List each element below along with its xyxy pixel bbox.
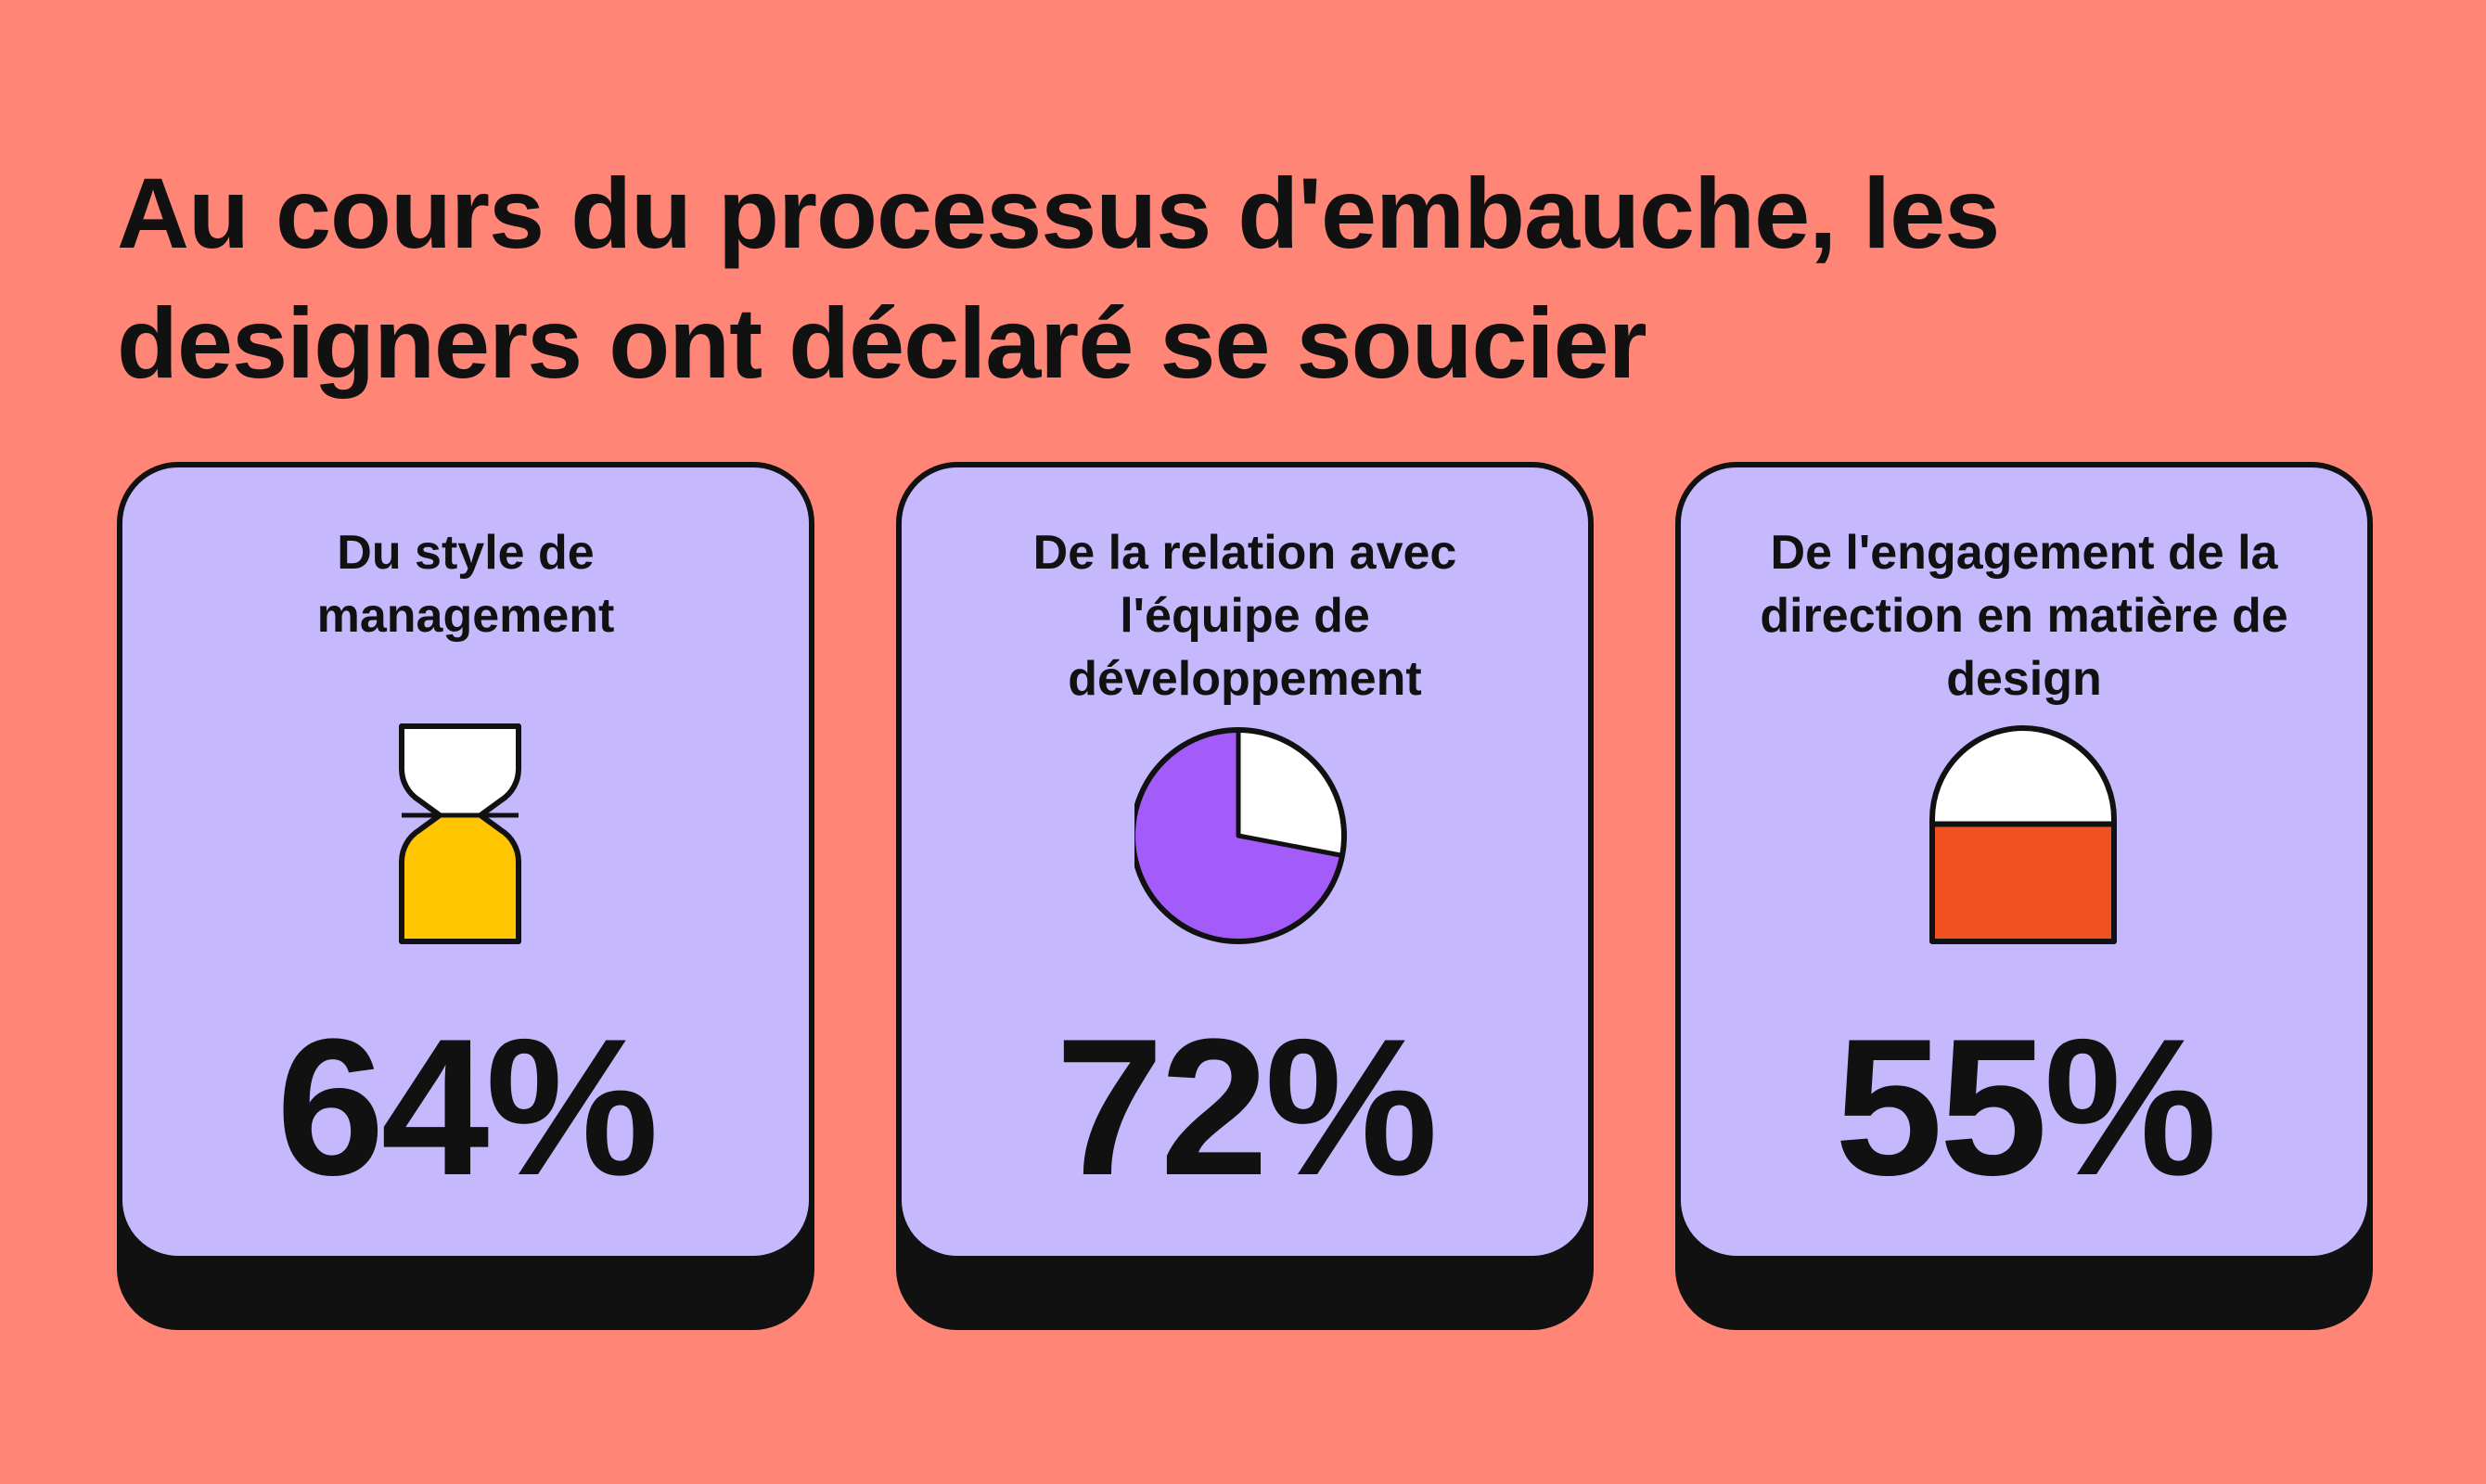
card-body: Du style de management 64% [117, 462, 814, 1261]
card-label: De la relation avec l'équipe de développ… [920, 521, 1570, 710]
stat-value: 72% [1055, 998, 1438, 1216]
hourglass-icon [399, 723, 521, 944]
stat-card-leadership-engagement: De l'engagement de la direction en matiè… [1675, 462, 2373, 1330]
stat-card-management-style: Du style de management 64% [117, 462, 814, 1330]
page-title: Au cours du processus d'embauche, les de… [117, 148, 2362, 408]
card-label-line: management [316, 589, 615, 643]
arch-outline [1929, 725, 2117, 944]
card-body: De la relation avec l'équipe de développ… [896, 462, 1594, 1261]
card-label-line: Du style de [337, 526, 595, 580]
card-body: De l'engagement de la direction en matiè… [1675, 462, 2373, 1261]
hourglass-fill-part [402, 815, 519, 941]
card-label-line: design [1946, 652, 2102, 706]
pie-chart-icon [1134, 727, 1347, 944]
card-label-line: De la relation avec [1032, 526, 1457, 580]
card-label-line: De l'engagement de la [1770, 526, 2278, 580]
card-label: Du style de management [141, 521, 790, 647]
card-label-line: direction en matière de [1760, 589, 2288, 643]
title-line-1: Au cours du processus d'embauche, les [117, 157, 2000, 269]
pie-outline [1134, 727, 1347, 944]
card-label-line: développement [1068, 652, 1422, 706]
title-line-2: designers ont déclaré se soucier [117, 287, 1647, 399]
hourglass-outline [399, 723, 521, 944]
arch-fill-icon [1929, 725, 2117, 944]
card-label-line: l'équipe de [1120, 589, 1370, 643]
stat-card-dev-team-relation: De la relation avec l'équipe de développ… [896, 462, 1594, 1330]
stat-value: 55% [1834, 998, 2217, 1216]
card-label: De l'engagement de la direction en matiè… [1699, 521, 2349, 710]
stat-value: 64% [276, 998, 659, 1216]
arch-fill-part [1932, 824, 2114, 942]
